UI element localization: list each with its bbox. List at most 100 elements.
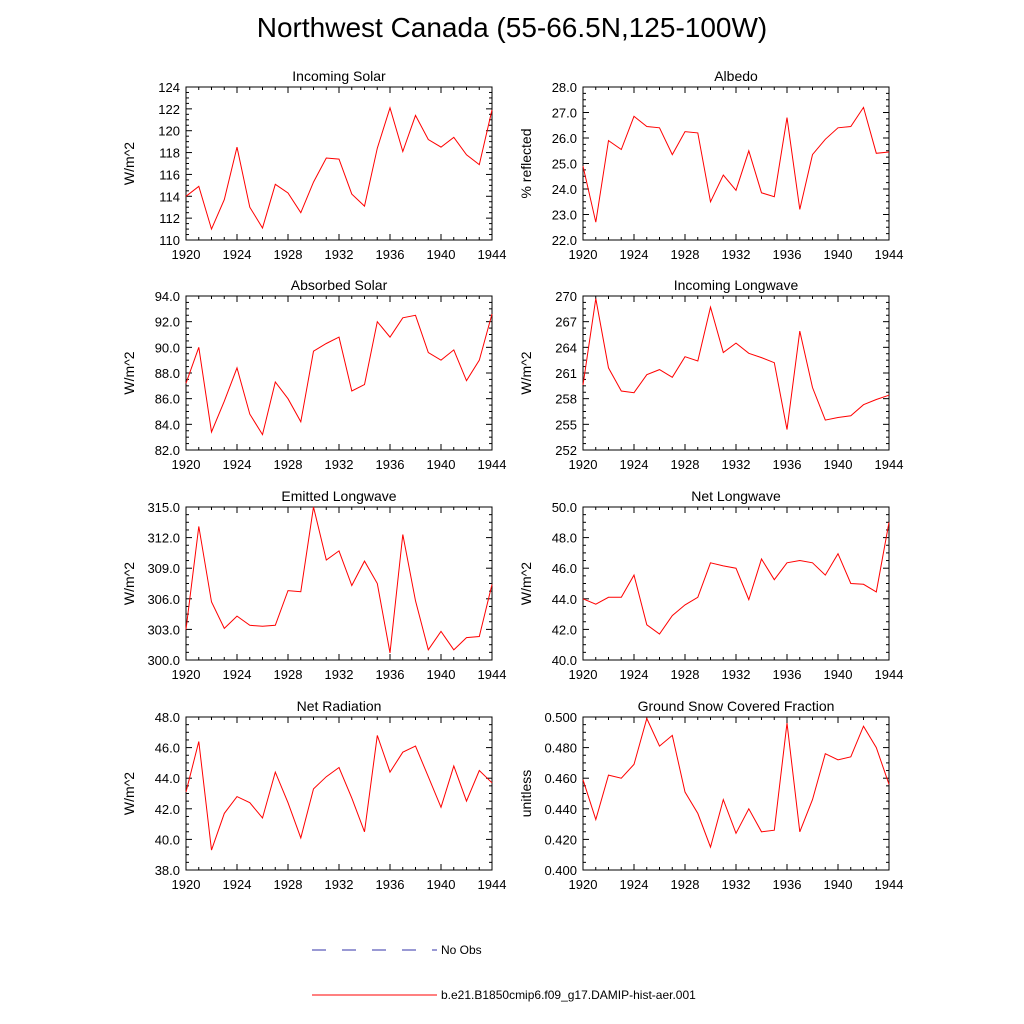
legend: No Obs b.e21.B1850cmip6.f09_g17.DAMIP-his… [312,943,696,1002]
x-tick-label: 1924 [223,457,252,472]
x-tick-label: 1928 [274,247,303,262]
y-tick-label: 46.0 [155,741,180,756]
x-tick-label: 1924 [620,247,649,262]
panel-8: Ground Snow Covered Fraction unitless 1920… [518,698,903,892]
y-tick-label: 48.0 [155,710,180,725]
panel-title: Net Radiation [297,698,382,714]
x-tick-label: 1940 [427,247,456,262]
plot-frame [185,86,493,241]
x-tick-label: 1928 [671,877,700,892]
legend-model-label: b.e21.B1850cmip6.f09_g17.DAMIP-hist-aer.… [441,988,696,1002]
x-tick-label: 1940 [427,877,456,892]
x-tick-label: 1920 [172,877,201,892]
panel-title: Albedo [714,68,758,84]
y-axis-label: unitless [518,770,534,817]
y-tick-label: 90.0 [155,340,180,355]
x-tick-label: 1920 [172,667,201,682]
x-tick-label: 1932 [325,877,354,892]
y-tick-label: 44.0 [552,592,577,607]
y-axis-label: W/m^2 [518,351,534,394]
y-axis-label: W/m^2 [121,142,137,185]
plot-frame [185,716,493,871]
x-tick-label: 1936 [376,247,405,262]
y-tick-label: 92.0 [155,315,180,330]
x-tick-label: 1944 [478,667,507,682]
series-line [582,298,890,430]
y-axis-label: W/m^2 [518,562,534,605]
y-axis-label: W/m^2 [121,772,137,815]
y-tick-label: 122 [158,102,180,117]
y-tick-label: 255 [555,417,577,432]
x-tick-label: 1936 [376,877,405,892]
panel-title: Net Longwave [691,488,781,504]
y-axis-label: % reflected [518,128,534,198]
y-tick-label: 124 [158,80,180,95]
x-tick-label: 1932 [722,667,751,682]
y-tick-label: 26.0 [552,131,577,146]
x-tick-label: 1936 [376,667,405,682]
x-tick-label: 1932 [325,667,354,682]
x-tick-label: 1940 [824,667,853,682]
series-line [185,106,493,231]
x-tick-label: 1928 [671,667,700,682]
y-tick-label: 84.0 [155,417,180,432]
x-tick-label: 1920 [569,877,598,892]
x-tick-label: 1936 [773,667,802,682]
x-tick-label: 1920 [569,457,598,472]
series-line [185,313,493,436]
x-tick-label: 1920 [569,247,598,262]
y-tick-label: 267 [555,315,577,330]
panel-title: Emitted Longwave [281,488,396,504]
y-tick-label: 0.480 [544,741,577,756]
x-tick-label: 1924 [223,667,252,682]
x-tick-label: 1936 [773,877,802,892]
x-tick-label: 1920 [172,457,201,472]
x-tick-label: 1944 [875,667,904,682]
y-tick-label: 40.0 [552,653,577,668]
y-tick-label: 42.0 [155,802,180,817]
y-tick-label: 118 [159,146,180,161]
x-tick-label: 1920 [569,667,598,682]
x-tick-label: 1932 [722,457,751,472]
panel-title: Absorbed Solar [291,277,388,293]
y-tick-label: 94.0 [155,289,180,304]
panel-3: Absorbed Solar W/m^2 1920 1924 1928 1932 1936 1… [121,277,506,472]
x-tick-label: 1924 [620,457,649,472]
x-tick-label: 1924 [620,877,649,892]
y-tick-label: 25.0 [552,157,577,172]
y-tick-label: 48.0 [552,531,577,546]
plot-frame [185,506,493,661]
plot-frame [582,716,890,871]
y-tick-label: 270 [555,289,577,304]
y-tick-label: 0.420 [544,832,577,847]
y-tick-label: 112 [159,211,180,226]
y-axis-label: W/m^2 [121,562,137,605]
x-tick-label: 1928 [671,457,700,472]
y-tick-label: 28.0 [552,80,577,95]
y-tick-label: 82.0 [155,443,180,458]
panel-1: Incoming Solar W/m^2 1920 1924 1928 1932 1936 1… [121,68,506,262]
panel-6: Net Longwave W/m^2 1920 1924 1928 1932 1936 194… [518,488,903,682]
x-tick-label: 1940 [824,877,853,892]
y-tick-label: 50.0 [552,500,577,515]
y-tick-label: 309.0 [147,561,180,576]
plot-frame [582,86,890,241]
x-tick-label: 1924 [620,667,649,682]
y-tick-label: 22.0 [552,233,577,248]
panel-title: Ground Snow Covered Fraction [638,698,835,714]
x-tick-label: 1932 [325,457,354,472]
x-tick-label: 1940 [824,247,853,262]
y-tick-label: 88.0 [155,366,180,381]
x-tick-label: 1928 [274,457,303,472]
x-tick-label: 1936 [376,457,405,472]
y-tick-label: 42.0 [552,622,577,637]
x-tick-label: 1924 [223,247,252,262]
y-tick-label: 0.440 [544,802,577,817]
panel-7: Net Radiation W/m^2 1920 1924 1928 1932 1936 19… [121,698,506,892]
y-tick-label: 252 [555,443,577,458]
x-tick-label: 1928 [274,667,303,682]
series-line [185,506,493,653]
y-tick-label: 0.400 [544,863,577,878]
y-tick-label: 120 [158,124,180,139]
